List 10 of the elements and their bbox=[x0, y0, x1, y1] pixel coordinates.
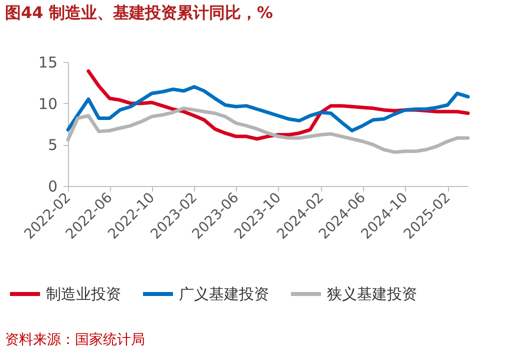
y-tick-label: 10 bbox=[38, 94, 58, 113]
chart-title: 图44 制造业、基建投资累计同比，% bbox=[5, 3, 273, 22]
y-tick-label: 5 bbox=[48, 136, 58, 154]
legend-label: 广义基建投资 bbox=[179, 285, 269, 303]
y-tick-label: 15 bbox=[38, 54, 58, 72]
legend-label: 制造业投资 bbox=[46, 285, 121, 303]
legend-label: 狭义基建投资 bbox=[327, 285, 417, 303]
line-series bbox=[66, 85, 470, 132]
text: 资料来源：国家统计局 bbox=[5, 332, 145, 348]
y-tick-label: 0 bbox=[48, 178, 58, 196]
